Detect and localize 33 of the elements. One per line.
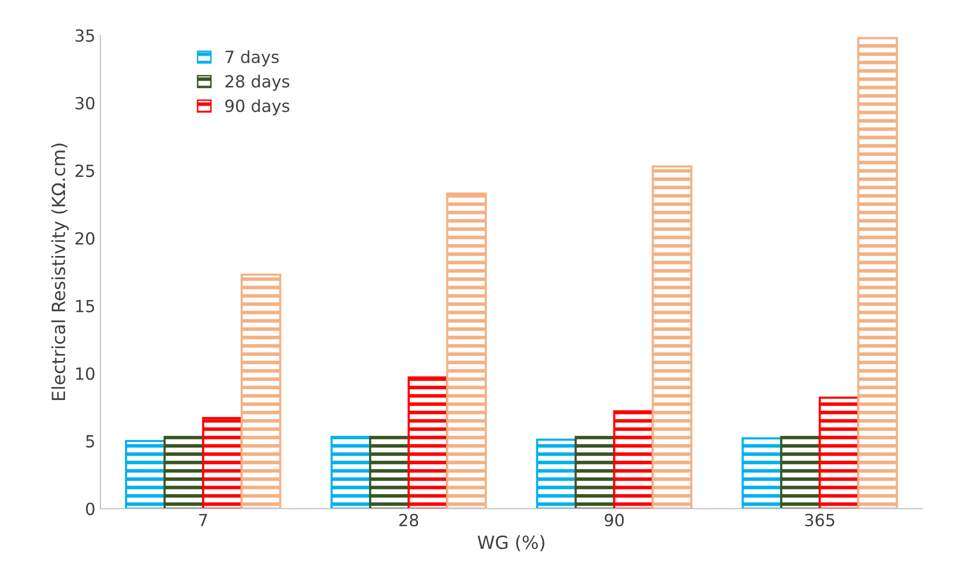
bar — [742, 437, 782, 509]
y-tick-label: 25 — [76, 164, 94, 178]
bar — [613, 410, 654, 509]
bar — [202, 416, 243, 509]
x-tick-label: 90 — [604, 514, 624, 526]
bar — [408, 376, 448, 509]
bar — [574, 436, 616, 509]
legend-label: 28 days — [225, 74, 290, 91]
bar — [818, 396, 860, 509]
bar — [857, 36, 898, 509]
x-axis-title: WG (%) — [478, 535, 544, 552]
y-tick-label: 5 — [86, 435, 94, 448]
x-tick-label: 365 — [805, 514, 834, 526]
bar — [164, 436, 204, 509]
legend-label: 90 days — [225, 99, 290, 116]
bar — [369, 436, 410, 509]
bar — [652, 165, 692, 509]
bar — [536, 438, 577, 509]
bar — [446, 192, 487, 509]
bar — [330, 436, 372, 509]
bar — [125, 440, 166, 509]
x-tick-label: 28 — [399, 514, 418, 526]
y-tick-label: 0 — [86, 502, 94, 516]
y-tick-label: 30 — [76, 96, 94, 110]
bar — [240, 274, 282, 509]
y-tick-label: 35 — [76, 29, 94, 42]
y-axis-title: Electrical Resistivity (KΩ.cm) — [51, 144, 69, 400]
legend-label: 7 days — [226, 50, 279, 66]
y-tick-label: 20 — [76, 232, 94, 245]
y-tick-label: 15 — [76, 300, 94, 312]
x-tick-label: 7 — [199, 514, 208, 526]
bar — [780, 436, 821, 509]
y-tick-label: 10 — [76, 367, 94, 380]
